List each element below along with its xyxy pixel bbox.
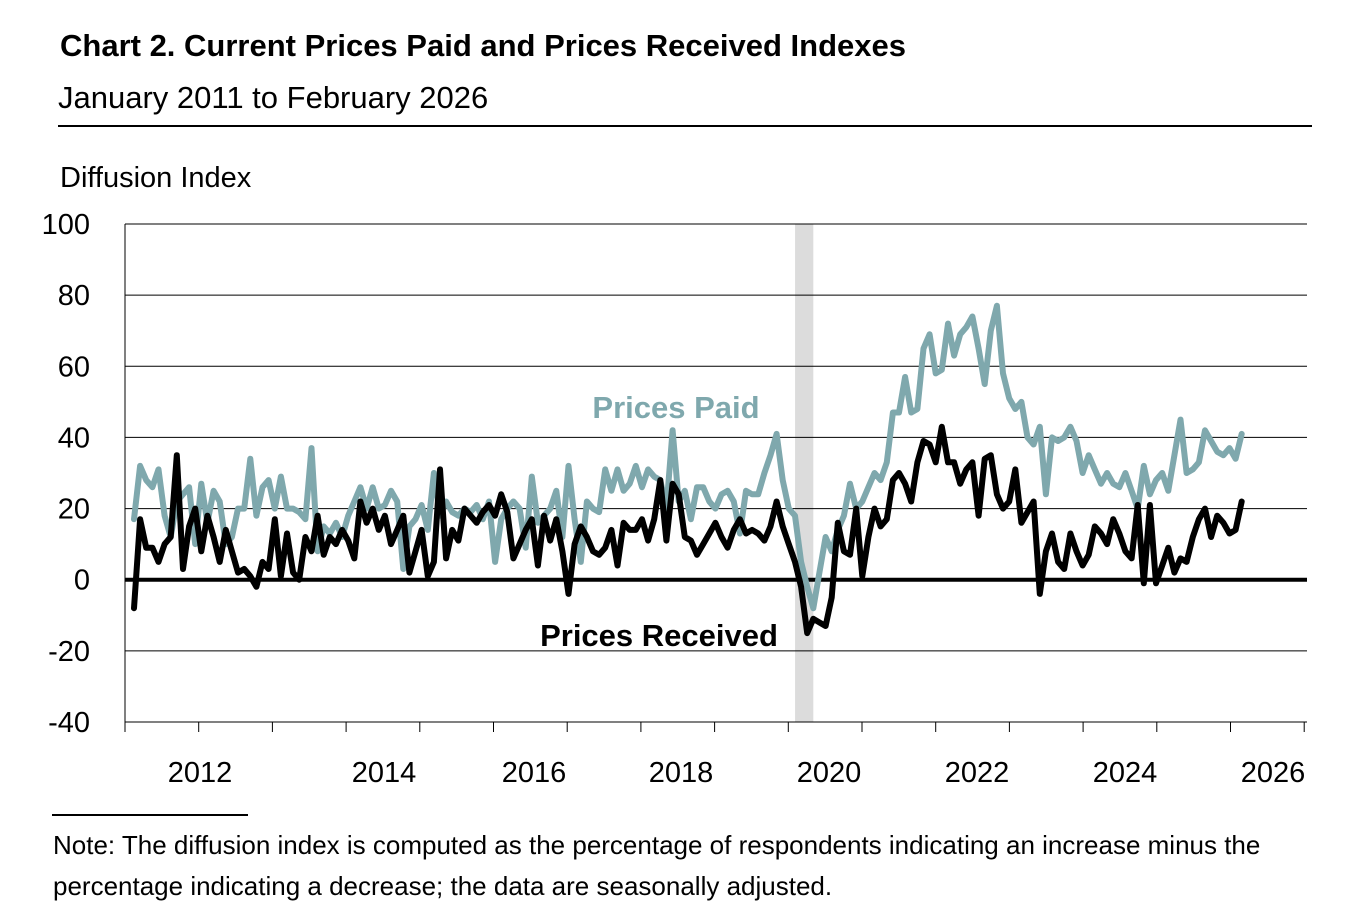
series-line-prices-paid — [131, 302, 1245, 612]
title-divider — [58, 125, 1312, 127]
y-tick-label: 40 — [58, 422, 90, 454]
y-tick-label: -20 — [48, 636, 90, 668]
y-tick-label: 60 — [58, 351, 90, 383]
x-tick-label: 2026 — [1241, 757, 1306, 789]
series-label-prices-received: Prices Received — [540, 618, 778, 653]
y-tick-label: 20 — [58, 494, 90, 526]
y-tick-label: 100 — [42, 209, 90, 241]
footnote-divider — [52, 814, 248, 816]
y-axis-label: Diffusion Index — [60, 162, 252, 194]
footnote: Note: The diffusion index is computed as… — [53, 830, 1261, 901]
y-tick-label: 80 — [58, 280, 90, 312]
chart-subtitle: January 2011 to February 2026 — [58, 80, 489, 115]
x-tick-label: 2016 — [502, 757, 567, 789]
series-line-prices-received — [131, 423, 1245, 637]
chart-title: Chart 2. Current Prices Paid and Prices … — [60, 28, 906, 63]
x-tick-label: 2024 — [1093, 757, 1158, 789]
x-tick-label: 2020 — [797, 757, 862, 789]
x-tick-label: 2012 — [168, 757, 233, 789]
y-tick-label: 0 — [74, 565, 90, 597]
x-tick-label: 2022 — [945, 757, 1010, 789]
x-tick-label: 2018 — [649, 757, 714, 789]
x-tick-label: 2014 — [352, 757, 417, 789]
recession-shading — [795, 224, 814, 722]
y-tick-label: -40 — [48, 707, 90, 739]
series-label-prices-paid: Prices Paid — [592, 390, 759, 425]
